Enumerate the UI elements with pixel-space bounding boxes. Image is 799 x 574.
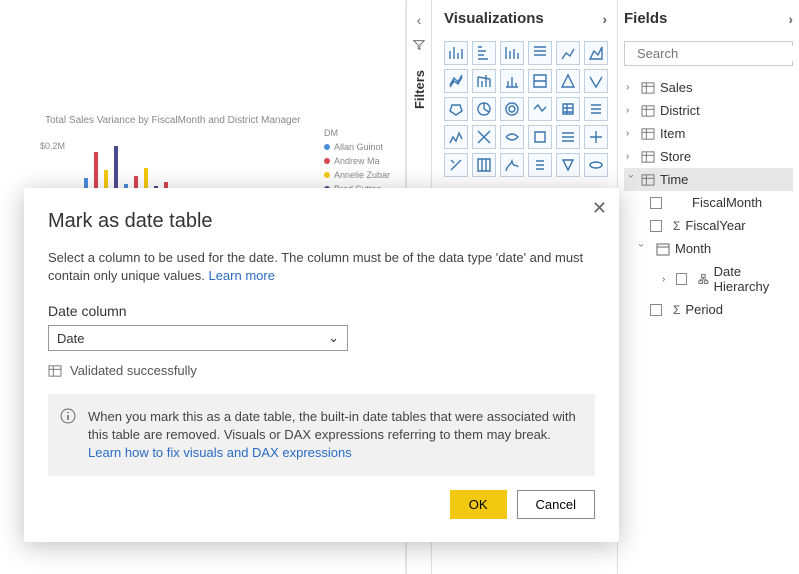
chart-bars xyxy=(84,140,168,190)
table-district[interactable]: › District xyxy=(624,99,793,122)
checkbox[interactable] xyxy=(650,197,662,209)
visualization-type-icon[interactable] xyxy=(472,97,496,121)
table-icon xyxy=(641,128,655,140)
table-icon xyxy=(641,151,655,163)
validation-status: Validated successfully xyxy=(48,363,595,378)
legend-item: Annelie Zubar xyxy=(324,170,390,180)
date-column-label: Date column xyxy=(48,303,595,319)
visualization-type-icon[interactable] xyxy=(528,69,552,93)
mark-as-date-table-dialog: ✕ Mark as date table Select a column to … xyxy=(24,188,619,542)
visualization-type-icon[interactable] xyxy=(444,153,468,177)
visualization-type-icon[interactable] xyxy=(556,97,580,121)
ok-button[interactable]: OK xyxy=(450,490,507,519)
table-item[interactable]: › Item xyxy=(624,122,793,145)
table-icon xyxy=(641,105,655,117)
visualization-type-icon[interactable] xyxy=(472,41,496,65)
chevron-right-icon[interactable]: › xyxy=(788,11,793,27)
chart-title: Total Sales Variance by FiscalMonth and … xyxy=(45,115,395,126)
legend-item: Allan Guinot xyxy=(324,142,390,152)
visualization-type-icon[interactable] xyxy=(584,125,608,149)
table-sales[interactable]: › Sales xyxy=(624,76,793,99)
visualization-type-icon[interactable] xyxy=(472,69,496,93)
visualization-type-icon[interactable] xyxy=(528,125,552,149)
visualization-type-icon[interactable] xyxy=(584,153,608,177)
table-icon xyxy=(641,82,655,94)
learn-more-link[interactable]: Learn more xyxy=(208,268,274,283)
visualization-type-icon[interactable] xyxy=(584,41,608,65)
visualization-type-icon[interactable] xyxy=(500,69,524,93)
chart-bar xyxy=(144,168,148,190)
fields-search[interactable] xyxy=(624,41,793,66)
chart-legend: DM Allan GuinotAndrew MaAnnelie ZubarBra… xyxy=(324,128,390,194)
field-period[interactable]: Σ Period xyxy=(624,298,793,321)
table-icon xyxy=(641,174,655,186)
chevron-down-icon: ⌄ xyxy=(328,330,339,346)
visualization-type-icon[interactable] xyxy=(556,125,580,149)
visualization-type-icon[interactable] xyxy=(472,125,496,149)
info-panel: When you mark this as a date table, the … xyxy=(48,394,595,476)
visualization-type-icon[interactable] xyxy=(584,69,608,93)
visualization-type-icon[interactable] xyxy=(584,97,608,121)
date-column-value: Date xyxy=(57,331,84,346)
field-fiscalyear[interactable]: Σ FiscalYear xyxy=(624,214,793,237)
field-date-hierarchy[interactable]: › Date Hierarchy xyxy=(624,260,793,298)
visualization-type-icon[interactable] xyxy=(528,153,552,177)
checkbox[interactable] xyxy=(650,220,662,232)
hierarchy-icon xyxy=(698,273,709,285)
date-column-select[interactable]: Date ⌄ xyxy=(48,325,348,351)
search-input[interactable] xyxy=(637,46,799,61)
visualization-type-icon[interactable] xyxy=(500,153,524,177)
visualization-type-icon[interactable] xyxy=(444,125,468,149)
visualization-type-icon[interactable] xyxy=(472,153,496,177)
legend-title: DM xyxy=(324,128,390,138)
cancel-button[interactable]: Cancel xyxy=(517,490,595,519)
visualization-type-icon[interactable] xyxy=(528,97,552,121)
field-fiscalmonth[interactable]: FiscalMonth xyxy=(624,191,793,214)
filters-label: Filters xyxy=(412,70,427,109)
close-icon[interactable]: ✕ xyxy=(592,198,607,219)
legend-item: Andrew Ma xyxy=(324,156,390,166)
table-icon xyxy=(48,365,62,377)
checkbox[interactable] xyxy=(676,273,687,285)
visualization-type-icon[interactable] xyxy=(500,41,524,65)
table-store[interactable]: › Store xyxy=(624,145,793,168)
filter-icon xyxy=(412,38,426,52)
sigma-icon: Σ xyxy=(673,219,680,233)
checkbox[interactable] xyxy=(650,304,662,316)
visualization-type-icon[interactable] xyxy=(528,41,552,65)
field-month-group[interactable]: › Month xyxy=(624,237,793,260)
fields-pane: Fields › › Sales › District › Item › Sto… xyxy=(618,0,799,574)
table-time[interactable]: › Time xyxy=(624,168,793,191)
visualization-type-icon[interactable] xyxy=(556,153,580,177)
visualization-type-icon[interactable] xyxy=(556,69,580,93)
chart-bar xyxy=(94,152,98,190)
chevron-left-icon: ‹ xyxy=(417,12,422,28)
visualizations-grid xyxy=(444,41,607,177)
visualization-type-icon[interactable] xyxy=(444,41,468,65)
visualization-type-icon[interactable] xyxy=(500,125,524,149)
visualizations-title: Visualizations xyxy=(444,10,544,27)
fix-visuals-link[interactable]: Learn how to fix visuals and DAX express… xyxy=(88,445,352,460)
chevron-right-icon[interactable]: › xyxy=(602,11,607,27)
calendar-icon xyxy=(656,242,670,256)
visualization-type-icon[interactable] xyxy=(500,97,524,121)
dialog-title: Mark as date table xyxy=(48,210,595,233)
dialog-description: Select a column to be used for the date.… xyxy=(48,249,595,285)
fields-title: Fields xyxy=(624,10,667,27)
chart-bar xyxy=(104,170,108,190)
visualization-type-icon[interactable] xyxy=(444,69,468,93)
info-icon xyxy=(60,408,76,424)
sigma-icon: Σ xyxy=(673,303,680,317)
chart-bar xyxy=(114,146,118,190)
visualization-type-icon[interactable] xyxy=(444,97,468,121)
visualization-type-icon[interactable] xyxy=(556,41,580,65)
